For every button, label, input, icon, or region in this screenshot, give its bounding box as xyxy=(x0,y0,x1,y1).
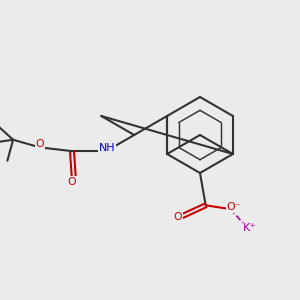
Text: O: O xyxy=(35,139,44,149)
Text: NH: NH xyxy=(99,143,116,153)
Text: O: O xyxy=(68,177,76,187)
Text: O⁻: O⁻ xyxy=(226,202,241,212)
Text: O: O xyxy=(174,212,182,222)
Text: K⁺: K⁺ xyxy=(243,223,256,233)
